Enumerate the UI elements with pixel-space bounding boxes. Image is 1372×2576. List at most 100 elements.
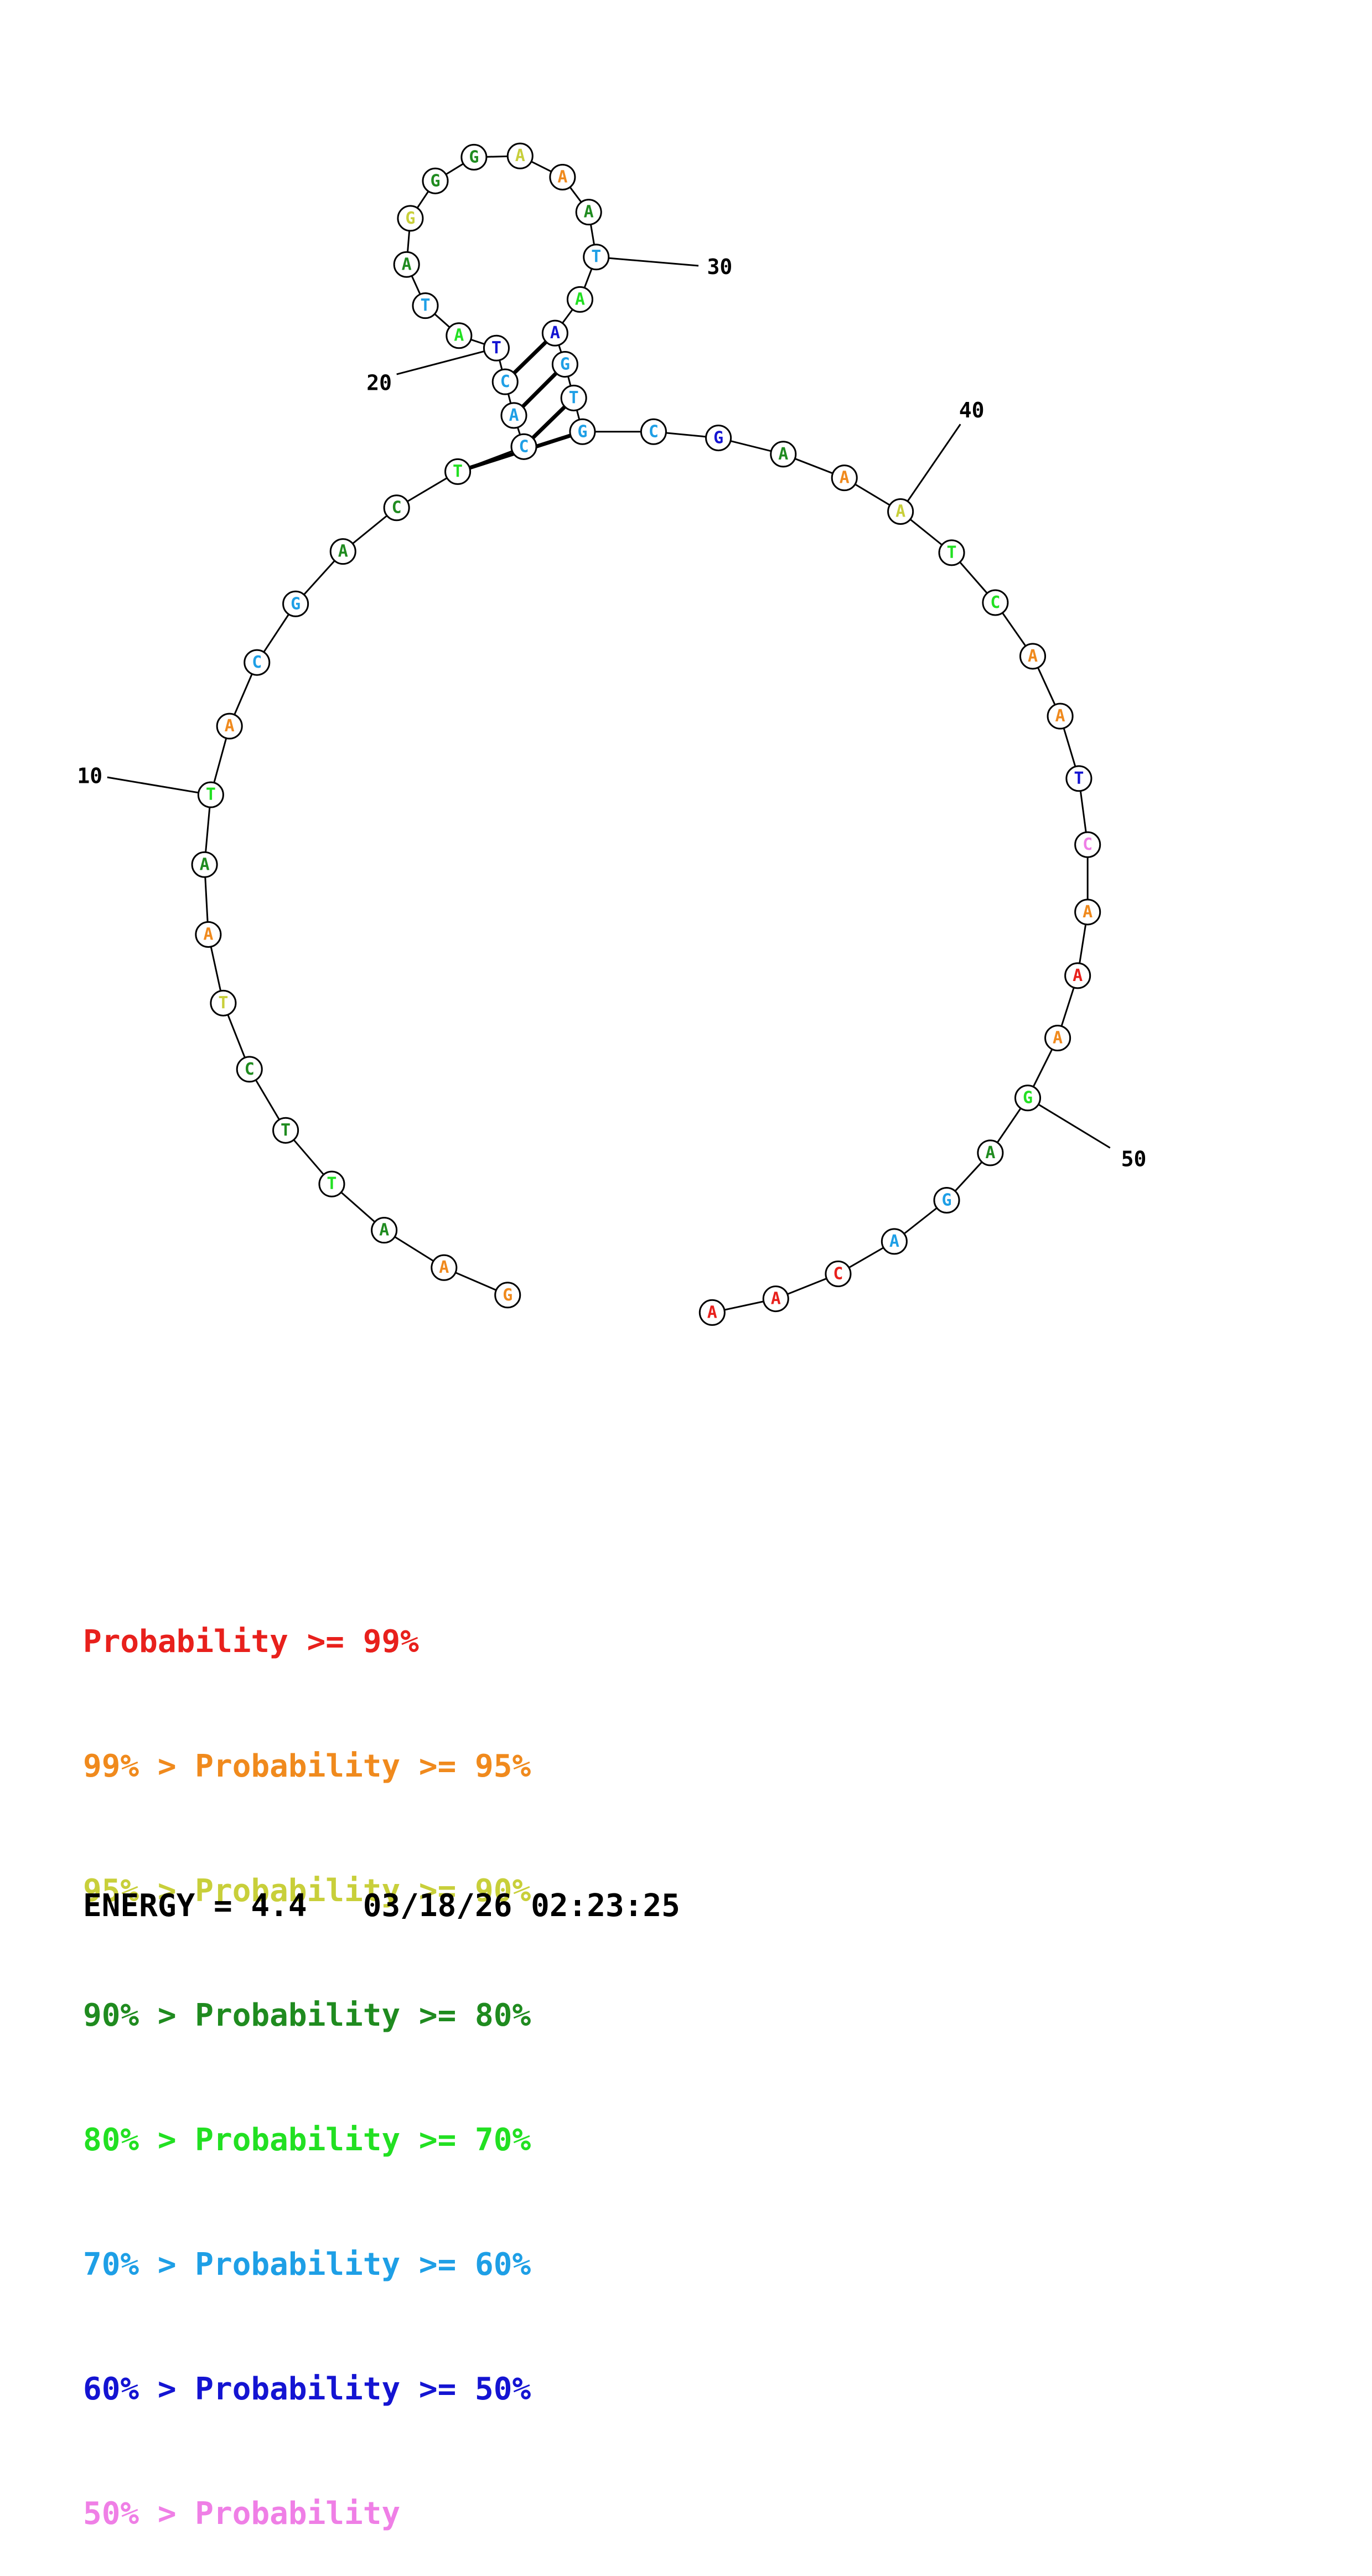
nucleotide-base: G	[405, 209, 415, 228]
legend-prefix: 90% >	[83, 1997, 195, 2033]
nucleotide-base: A	[1028, 647, 1038, 666]
nucleotide-circle	[938, 539, 965, 566]
nucleotide-base: A	[550, 323, 560, 343]
nucleotide: G	[397, 205, 424, 232]
backbone-layer	[204, 155, 1089, 1314]
nucleotide-base: A	[584, 203, 594, 222]
nucleotide-circle	[195, 921, 222, 948]
nucleotide: A	[575, 199, 602, 226]
nucleotide-circle	[272, 1117, 299, 1144]
nucleotide-circle	[549, 163, 576, 191]
position-tick-label: 50	[1121, 1147, 1147, 1171]
nucleotide-base: G	[469, 147, 479, 167]
legend-text: Probability >= 50%	[195, 2371, 531, 2407]
nucleotide: T	[938, 539, 965, 566]
nucleotide-base: A	[203, 925, 213, 944]
nucleotide: T	[583, 244, 610, 271]
nucleotide: A	[1047, 703, 1074, 730]
nucleotide-base: A	[1053, 1029, 1063, 1048]
nucleotide-circle	[977, 1139, 1004, 1166]
nucleotide: A	[1019, 643, 1047, 670]
nucleotide-base: A	[225, 716, 235, 736]
nucleotide-base: A	[515, 146, 525, 166]
nucleotide: A	[1044, 1024, 1071, 1052]
nucleotide-base: A	[985, 1143, 995, 1163]
nucleotide-base: A	[1083, 902, 1093, 922]
nucleotide-base: G	[577, 422, 587, 441]
nucleotide-circle	[1074, 831, 1101, 858]
legend-row: 95% > Probability >= 90%	[83, 1870, 531, 1912]
nucleotide: T	[412, 292, 439, 319]
position-tick-line	[396, 347, 497, 375]
nucleotide-base: A	[771, 1289, 781, 1309]
nucleotide-base: T	[591, 247, 601, 267]
nucleotide: T	[483, 334, 510, 362]
nucleotide-circle	[1064, 962, 1091, 989]
nucleotide-base: A	[402, 255, 412, 274]
position-tick-label: 10	[77, 764, 102, 788]
nucleotide-base: T	[420, 296, 430, 316]
nucleotide-circle	[500, 402, 527, 429]
nucleotide-base: G	[430, 171, 440, 190]
nucleotide: A	[506, 142, 534, 169]
position-tick-layer: 10 20 30 40 50	[77, 255, 1146, 1171]
nucleotide-circle	[318, 1170, 345, 1197]
legend-text: Probability >= 90%	[195, 1873, 531, 1909]
nucleotide-circle	[1019, 643, 1047, 670]
nucleotide-base: T	[1074, 769, 1084, 788]
nucleotide: G	[460, 143, 488, 171]
nucleotide: G	[551, 351, 578, 378]
nucleotide: C	[640, 418, 667, 445]
nucleotide-base: C	[252, 653, 262, 672]
nucleotide-base: A	[1055, 706, 1065, 726]
nucleotide: A	[541, 319, 568, 347]
nucleotide-base: T	[453, 462, 463, 481]
nucleotide-circle	[210, 989, 237, 1016]
nucleotide-base: T	[206, 785, 216, 804]
nucleotide-base: G	[713, 429, 723, 448]
nucleotide: C	[825, 1260, 852, 1287]
nucleotide: A	[887, 498, 914, 525]
nucleotide-base: C	[500, 372, 510, 391]
legend-text: Probability >= 60%	[195, 2247, 531, 2283]
nucleotide-circle	[216, 713, 243, 740]
nucleotide-base: T	[327, 1174, 336, 1194]
nucleotide-circle	[762, 1285, 789, 1313]
nucleotide: A	[195, 921, 222, 948]
nucleotide: A	[329, 538, 356, 565]
nucleotide-base: A	[379, 1221, 389, 1240]
nucleotide: A	[881, 1228, 908, 1255]
nucleotide: T	[272, 1117, 299, 1144]
nucleotide-circle	[422, 167, 449, 194]
nucleotide-base: T	[281, 1121, 291, 1140]
nucleotide-circle	[583, 244, 610, 271]
legend-text: Probability >= 70%	[195, 2122, 531, 2158]
nucleotide-circle	[698, 1299, 726, 1326]
nucleotide-base: C	[833, 1264, 843, 1283]
nucleotide-circle	[1044, 1024, 1071, 1052]
nucleotide: A	[698, 1299, 726, 1326]
nucleotide: C	[236, 1056, 263, 1083]
nucleotide-base: G	[291, 594, 301, 613]
nucleotide-circle	[881, 1228, 908, 1255]
nucleotide: C	[1074, 831, 1101, 858]
nucleotide: A	[371, 1217, 398, 1244]
nucleotide-base: A	[778, 445, 788, 464]
nucleotide-base: C	[1083, 835, 1093, 854]
nucleotide-circle	[444, 458, 472, 485]
nucleotide: T	[560, 384, 587, 411]
nucleotide-base: A	[575, 290, 585, 309]
nucleotide-base: A	[454, 326, 464, 345]
nucleotide-circle	[640, 418, 667, 445]
nucleotide-base: A	[200, 855, 210, 874]
nucleotide-circle	[825, 1260, 852, 1287]
position-tick-line	[899, 424, 961, 512]
nucleotide-base: A	[889, 1232, 899, 1251]
position-tick-line	[596, 256, 699, 267]
legend-row: 90% > Probability >= 80%	[83, 1995, 531, 2036]
legend-row: 50% > Probability	[83, 2493, 531, 2534]
nucleotide: A	[446, 322, 473, 349]
nucleotide: A	[977, 1139, 1004, 1166]
probability-legend: Probability >= 99% 99% > Probability >= …	[83, 1538, 531, 2576]
